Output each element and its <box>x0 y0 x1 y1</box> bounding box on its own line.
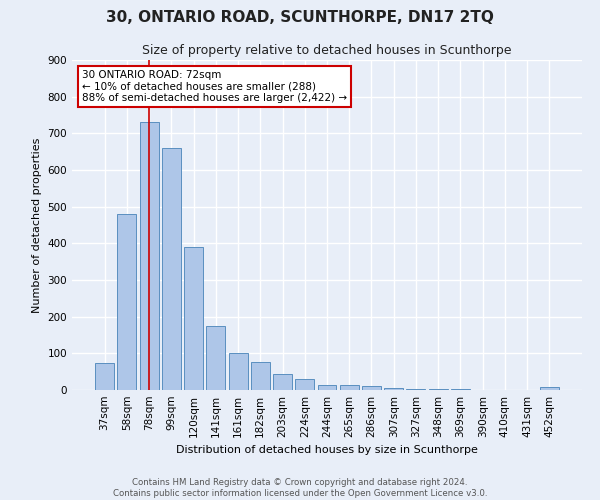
Bar <box>362 386 381 390</box>
Bar <box>384 388 403 390</box>
Bar <box>251 362 270 390</box>
Title: Size of property relative to detached houses in Scunthorpe: Size of property relative to detached ho… <box>142 44 512 58</box>
Bar <box>118 214 136 390</box>
Bar <box>162 148 181 390</box>
Bar <box>540 387 559 390</box>
Bar <box>273 374 292 390</box>
Bar <box>295 379 314 390</box>
Bar <box>229 354 248 390</box>
Bar <box>206 326 225 390</box>
Text: Contains HM Land Registry data © Crown copyright and database right 2024.
Contai: Contains HM Land Registry data © Crown c… <box>113 478 487 498</box>
Bar <box>340 385 359 390</box>
Bar <box>95 362 114 390</box>
Bar <box>140 122 158 390</box>
Y-axis label: Number of detached properties: Number of detached properties <box>32 138 42 312</box>
Text: 30, ONTARIO ROAD, SCUNTHORPE, DN17 2TQ: 30, ONTARIO ROAD, SCUNTHORPE, DN17 2TQ <box>106 10 494 25</box>
Bar <box>317 384 337 390</box>
X-axis label: Distribution of detached houses by size in Scunthorpe: Distribution of detached houses by size … <box>176 446 478 456</box>
Text: 30 ONTARIO ROAD: 72sqm
← 10% of detached houses are smaller (288)
88% of semi-de: 30 ONTARIO ROAD: 72sqm ← 10% of detached… <box>82 70 347 103</box>
Bar <box>184 247 203 390</box>
